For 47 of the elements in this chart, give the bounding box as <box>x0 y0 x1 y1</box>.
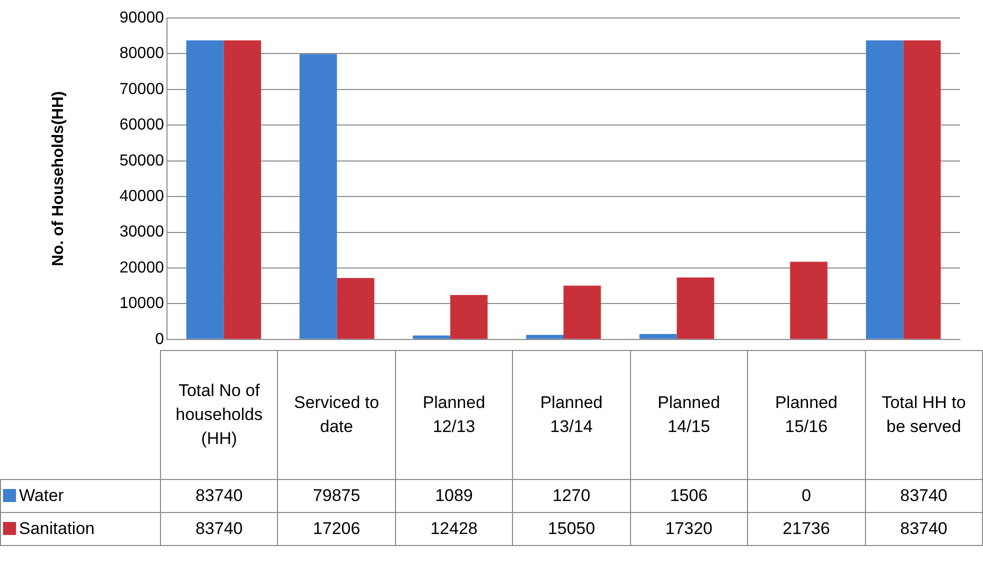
data-label: 12428 <box>395 512 513 546</box>
y-tick-label: 40000 <box>120 188 164 205</box>
bar <box>903 40 941 339</box>
data-label: 83740 <box>865 512 982 546</box>
y-tick-label: 10000 <box>120 295 164 312</box>
y-tick-label: 50000 <box>120 152 164 170</box>
y-tick-label: 30000 <box>120 224 164 241</box>
x-tick-label: Serviced to date <box>278 350 396 480</box>
bar <box>866 40 904 339</box>
y-axis-title: No. of Households(HH) <box>50 91 68 266</box>
data-label: 1089 <box>395 480 513 512</box>
data-label: 1270 <box>512 480 630 512</box>
x-tick-label: Total No of households (HH) <box>160 350 278 480</box>
y-tick-label: 0 <box>155 330 164 348</box>
y-tick-label: 80000 <box>120 45 164 62</box>
x-tick-label: Planned 12/13 <box>395 350 513 480</box>
y-tick-label: 20000 <box>120 259 164 276</box>
bar <box>564 286 601 339</box>
bar <box>224 40 262 339</box>
data-label: 15050 <box>512 512 630 546</box>
data-label: 1506 <box>630 480 748 512</box>
data-label: 79875 <box>278 480 396 512</box>
bar <box>300 54 337 339</box>
data-label: 21736 <box>748 512 866 546</box>
x-tick-label: Planned 15/16 <box>748 350 866 480</box>
data-label: 17206 <box>278 512 396 546</box>
y-tick-label: 90000 <box>120 9 164 26</box>
bar <box>412 336 450 339</box>
data-label: 83740 <box>160 512 278 546</box>
bar <box>639 334 677 339</box>
y-tick-label: 60000 <box>120 116 164 134</box>
bar <box>790 262 828 339</box>
x-tick-label: Planned 13/14 <box>512 350 630 480</box>
data-label: 83740 <box>865 480 982 512</box>
x-tick-label: Total HH to be served <box>865 350 982 480</box>
x-tick-label: Planned 14/15 <box>630 350 748 480</box>
data-label: 83740 <box>160 480 278 512</box>
bar <box>450 295 488 339</box>
bar <box>676 278 714 339</box>
legend-label: Water <box>0 480 160 512</box>
y-tick-label: 70000 <box>120 80 164 98</box>
bar <box>526 334 564 339</box>
bar <box>186 40 224 339</box>
legend-label: Sanitation <box>0 512 160 546</box>
data-label: 0 <box>748 480 866 512</box>
bar <box>336 278 374 339</box>
data-label: 17320 <box>630 512 748 546</box>
